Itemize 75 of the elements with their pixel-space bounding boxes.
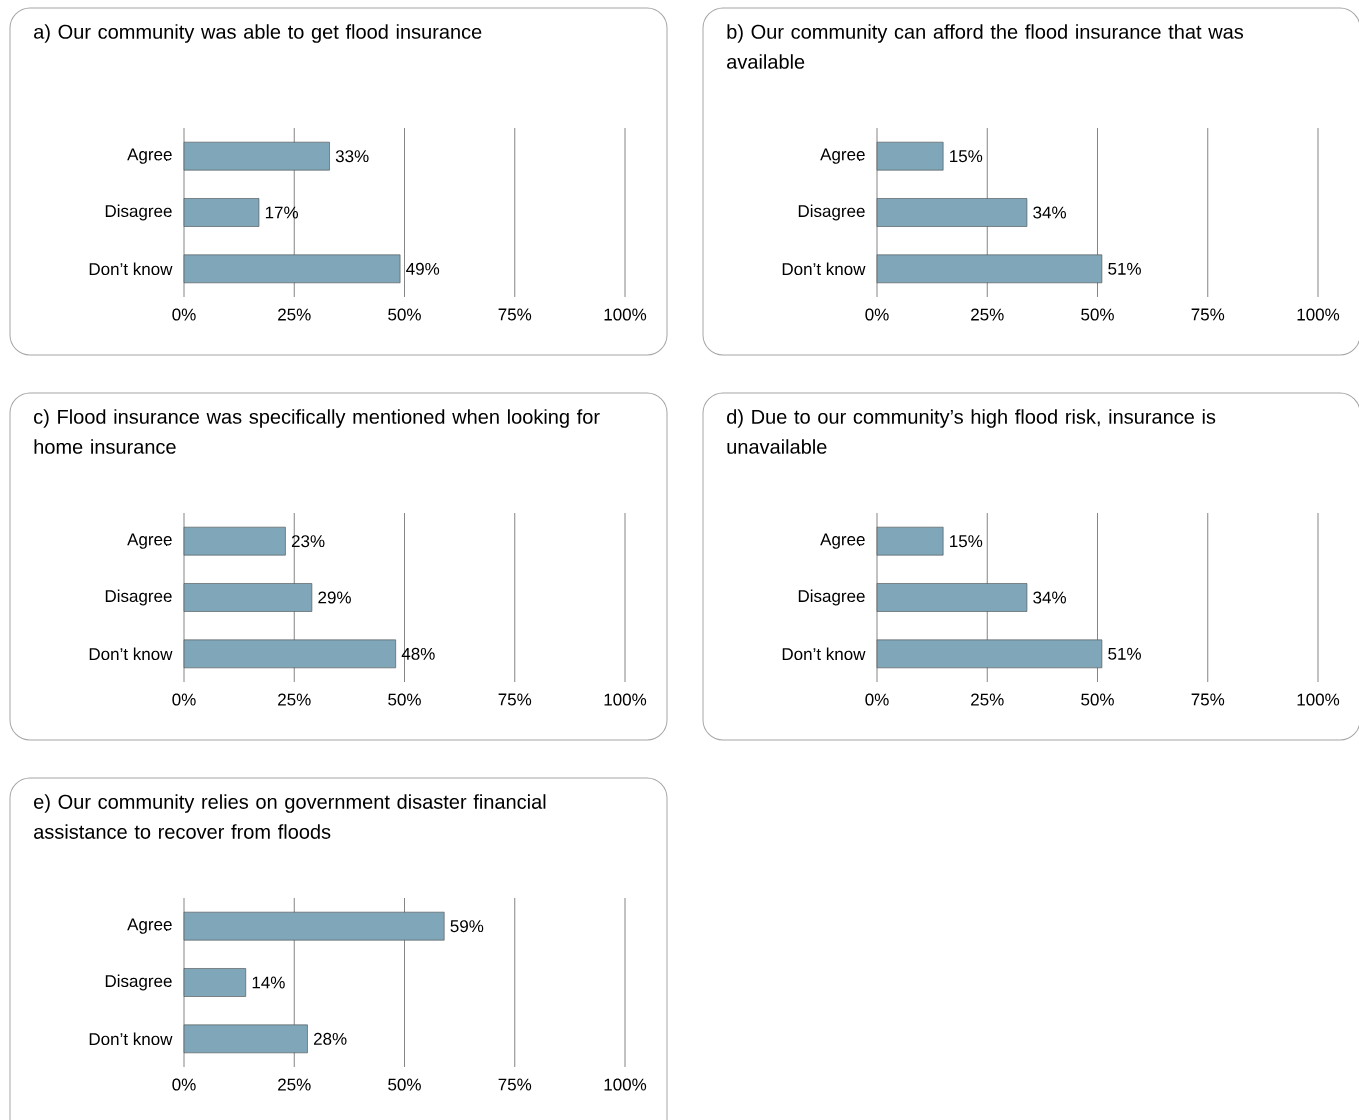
chart-title: b) Our community can afford the flood insurance that was available (727, 24, 1244, 69)
x-tick-label: 75% (498, 308, 532, 321)
bar (876, 583, 1028, 612)
chart-title: a) Our community was able to get flood insurance (34, 24, 482, 43)
x-tick-label: 100% (1297, 693, 1340, 706)
y-tick-label: Don’t know (89, 262, 173, 276)
y-tick-label: Agree (820, 148, 865, 164)
y-tick-label: Don’t know (89, 647, 173, 661)
x-tick-label: 25% (278, 308, 311, 321)
x-tick-label: 25% (971, 693, 1004, 706)
x-tick-label: 25% (278, 693, 311, 706)
data-label: 15% (950, 150, 983, 163)
data-label: 51% (1108, 647, 1141, 660)
x-tick-label: 0% (865, 693, 889, 706)
bar (183, 198, 260, 227)
bar (876, 254, 1103, 284)
bar (876, 198, 1028, 227)
data-label: 14% (252, 976, 285, 989)
x-tick-label: 50% (388, 693, 421, 706)
data-label: 59% (450, 920, 484, 933)
x-tick-label: 0% (172, 1078, 196, 1091)
bar (183, 526, 286, 556)
x-tick-label: 25% (278, 1078, 311, 1091)
data-label: 33% (335, 150, 369, 163)
y-tick-label: Disagree (105, 589, 172, 606)
bar (183, 639, 396, 669)
data-label: 28% (313, 1032, 347, 1045)
x-tick-label: 50% (388, 1078, 421, 1091)
y-tick-label: Don’t know (782, 262, 866, 276)
y-tick-label: Disagree (105, 204, 172, 221)
y-tick-label: Agree (127, 918, 172, 934)
chart-title: c) Flood insurance was specifically mentioned when looking for home insurance (34, 409, 600, 454)
y-tick-label: Agree (127, 148, 172, 164)
y-tick-label: Agree (820, 533, 865, 549)
bar (183, 254, 401, 284)
bar (183, 583, 313, 612)
bar (183, 1024, 308, 1054)
x-tick-label: 0% (865, 308, 889, 321)
x-tick-label: 75% (1191, 308, 1225, 321)
x-tick-label: 75% (498, 1078, 532, 1091)
data-label: 23% (291, 535, 325, 548)
x-tick-label: 25% (971, 308, 1004, 321)
bar (876, 526, 944, 556)
data-label: 51% (1108, 262, 1141, 275)
y-tick-label: Agree (127, 533, 172, 549)
x-tick-label: 75% (498, 693, 532, 706)
chart-title: e) Our community relies on government disaster financial assistance to recover from floods (34, 794, 546, 839)
x-tick-label: 0% (172, 693, 196, 706)
x-tick-label: 100% (604, 1078, 647, 1091)
x-tick-label: 50% (388, 308, 421, 321)
bar (183, 968, 247, 997)
data-label: 17% (265, 206, 299, 219)
x-tick-label: 50% (1081, 693, 1114, 706)
y-tick-label: Disagree (798, 589, 865, 606)
data-label: 15% (950, 535, 983, 548)
data-label: 34% (1033, 591, 1066, 604)
y-tick-label: Don’t know (89, 1032, 173, 1046)
bar (876, 141, 944, 171)
data-label: 29% (318, 591, 351, 604)
x-tick-label: 0% (172, 308, 196, 321)
y-tick-label: Disagree (105, 974, 172, 991)
y-tick-label: Don’t know (782, 647, 866, 661)
x-tick-label: 75% (1191, 693, 1225, 706)
bar (183, 141, 330, 171)
x-tick-label: 50% (1081, 308, 1114, 321)
chart-title: d) Due to our community’s high flood risk, insurance is unavailable (727, 409, 1216, 454)
bar (183, 911, 445, 941)
x-tick-label: 100% (1297, 308, 1340, 321)
data-label: 49% (406, 262, 440, 275)
data-label: 34% (1033, 206, 1066, 219)
x-tick-label: 100% (604, 308, 647, 321)
x-tick-label: 100% (604, 693, 647, 706)
data-label: 48% (401, 647, 435, 660)
y-tick-label: Disagree (798, 204, 865, 221)
bar (876, 639, 1103, 669)
